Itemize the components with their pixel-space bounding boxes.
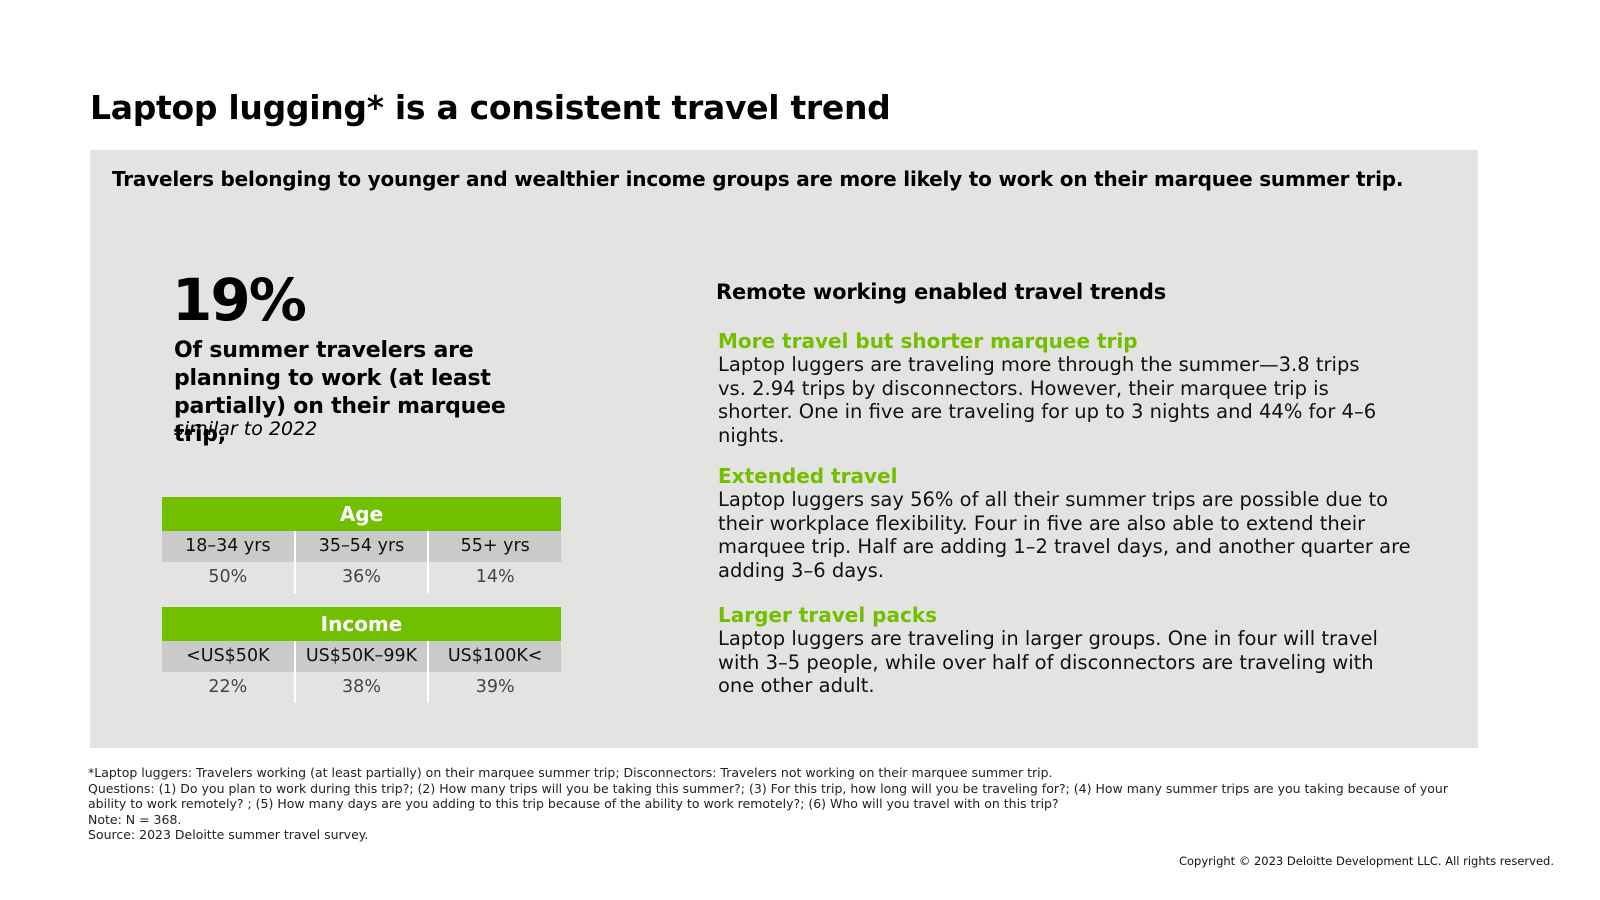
age-table-label-row: 18–34 yrs 35–54 yrs 55+ yrs bbox=[162, 531, 561, 562]
age-label-cell: 55+ yrs bbox=[460, 536, 530, 556]
trend-title: Extended travel bbox=[718, 464, 898, 488]
trend-item: Extended travel Laptop luggers say 56% o… bbox=[718, 464, 1418, 582]
income-label-cell: US$100K< bbox=[447, 646, 543, 666]
income-label-cell: <US$50K bbox=[162, 641, 296, 672]
trend-item: Larger travel packs Laptop luggers are t… bbox=[718, 603, 1418, 698]
age-table-header: Age bbox=[162, 497, 561, 531]
copyright: Copyright © 2023 Deloitte Development LL… bbox=[1178, 854, 1554, 868]
trends-heading: Remote working enabled travel trends bbox=[716, 280, 1167, 304]
panel-subtitle: Travelers belonging to younger and wealt… bbox=[112, 167, 1404, 191]
trend-title: Larger travel packs bbox=[718, 603, 938, 627]
age-value-cell: 14% bbox=[475, 567, 515, 587]
trend-body: Laptop luggers say 56% of all their summ… bbox=[718, 488, 1411, 582]
footnotes: *Laptop luggers: Travelers working (at l… bbox=[88, 765, 1448, 843]
trend-body: Laptop luggers are traveling in larger g… bbox=[718, 627, 1378, 697]
age-table-value-row: 50% 36% 14% bbox=[162, 562, 561, 593]
income-table-header: Income bbox=[162, 607, 561, 641]
income-label-cell: US$50K–99K bbox=[296, 641, 430, 672]
age-value-cell: 50% bbox=[162, 562, 296, 593]
stat-description: Of summer travelers are planning to work… bbox=[174, 338, 506, 447]
age-label-cell: 18–34 yrs bbox=[162, 531, 296, 562]
footnote-questions: Questions: (1) Do you plan to work durin… bbox=[88, 780, 1448, 812]
income-value-cell: 38% bbox=[296, 672, 430, 703]
trend-item: More travel but shorter marquee trip Lap… bbox=[718, 329, 1418, 447]
stat-value: 19% bbox=[172, 266, 307, 334]
income-table: Income <US$50K US$50K–99K US$100K< 22% 3… bbox=[162, 607, 561, 703]
footnote-note: Note: N = 368. bbox=[88, 811, 182, 827]
age-table: Age 18–34 yrs 35–54 yrs 55+ yrs 50% 36% … bbox=[162, 497, 561, 593]
trend-title: More travel but shorter marquee trip bbox=[718, 329, 1138, 353]
footnote-source: Source: 2023 Deloitte summer travel surv… bbox=[88, 827, 369, 842]
income-value-cell: 39% bbox=[475, 677, 515, 697]
trend-body: Laptop luggers are traveling more throug… bbox=[718, 353, 1377, 447]
page-title: Laptop lugging* is a consistent travel t… bbox=[90, 88, 891, 127]
income-table-value-row: 22% 38% 39% bbox=[162, 672, 561, 703]
stat-note: similar to 2022 bbox=[174, 418, 318, 440]
income-value-cell: 22% bbox=[162, 672, 296, 703]
income-table-label-row: <US$50K US$50K–99K US$100K< bbox=[162, 641, 561, 672]
age-label-cell: 35–54 yrs bbox=[296, 531, 430, 562]
age-value-cell: 36% bbox=[296, 562, 430, 593]
footnote-definition: *Laptop luggers: Travelers working (at l… bbox=[88, 765, 1053, 780]
